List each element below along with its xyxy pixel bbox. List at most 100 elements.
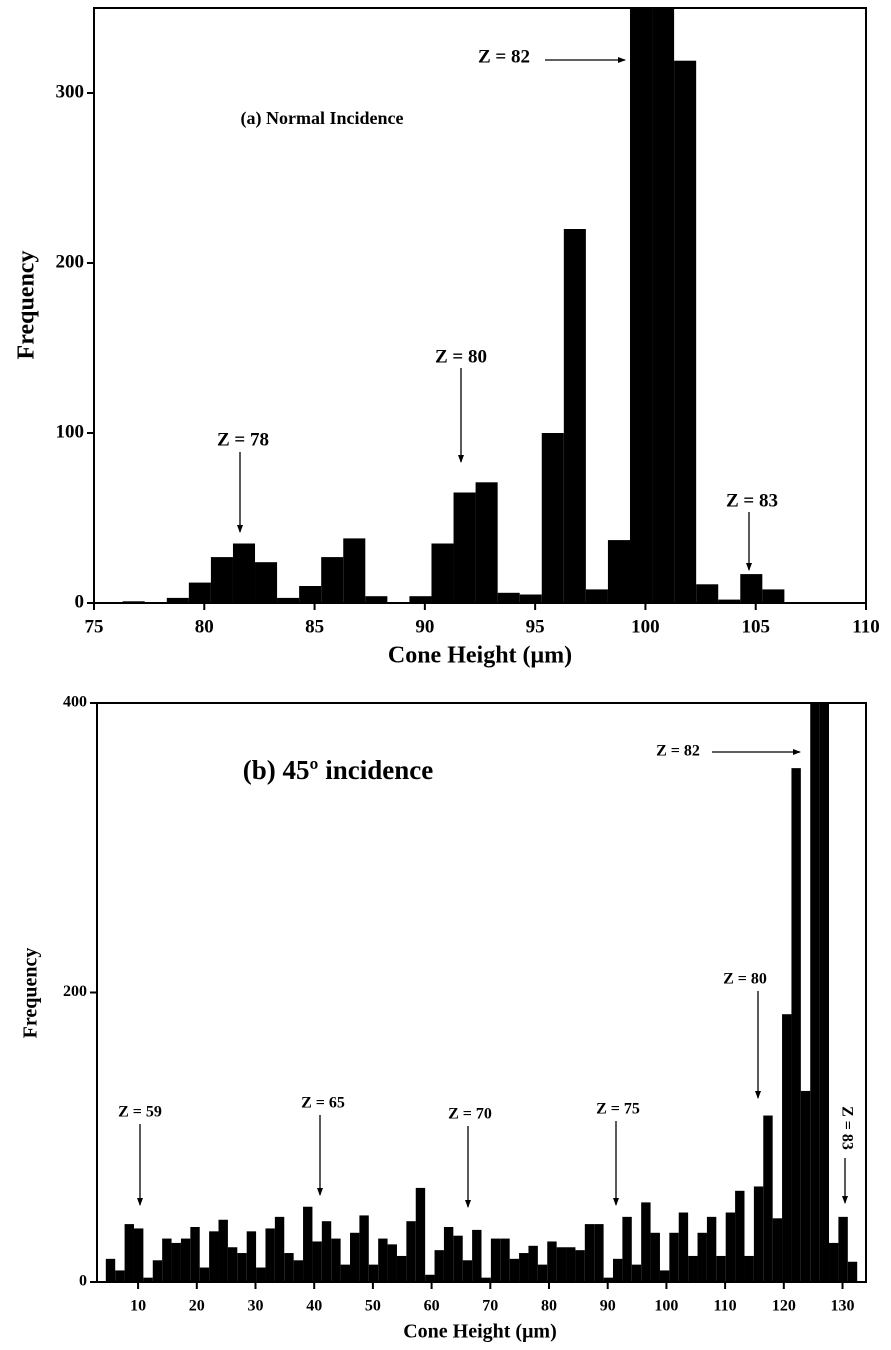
bar — [674, 60, 697, 603]
bar — [343, 538, 366, 603]
bar — [396, 1255, 407, 1282]
bar — [678, 1212, 689, 1282]
bar — [453, 492, 476, 603]
y-tick-label: 100 — [56, 421, 85, 442]
bar — [350, 1232, 360, 1282]
x-tick-label: 100 — [631, 616, 660, 637]
bar — [199, 1267, 210, 1282]
bar — [659, 1270, 670, 1282]
bar — [612, 1258, 623, 1282]
x-tick-label: 10 — [130, 1298, 146, 1315]
bar — [641, 1202, 651, 1282]
bar — [735, 1190, 745, 1282]
bar — [838, 1216, 848, 1282]
bar — [368, 1264, 379, 1282]
bar — [232, 543, 256, 603]
y-tick-label: 400 — [63, 694, 87, 711]
bar — [162, 1238, 172, 1282]
bar — [481, 1277, 491, 1282]
bar — [443, 1226, 454, 1282]
x-tick-label: 30 — [247, 1298, 263, 1315]
bar — [772, 1218, 783, 1282]
bar — [744, 1255, 754, 1282]
bar — [791, 768, 801, 1282]
bar — [415, 1187, 426, 1282]
bar — [631, 1264, 642, 1282]
bar — [321, 557, 344, 603]
bar — [188, 582, 211, 603]
bar — [725, 1212, 736, 1282]
bar — [519, 594, 542, 603]
bar — [312, 1241, 322, 1282]
bar — [697, 1232, 707, 1282]
bar — [475, 482, 498, 603]
bar — [603, 1277, 613, 1282]
bar — [472, 1229, 482, 1282]
plot-frame — [96, 702, 867, 1283]
annotation: Z = 82 — [656, 743, 700, 760]
bar — [359, 1215, 369, 1282]
annotation: Z = 80 — [723, 971, 767, 988]
bar — [716, 1255, 726, 1282]
bar — [115, 1270, 125, 1282]
bar — [500, 1238, 510, 1282]
bar — [575, 1250, 585, 1282]
bar — [143, 1277, 153, 1282]
bar — [753, 1186, 764, 1282]
bar — [237, 1253, 247, 1282]
bar — [277, 597, 300, 603]
annotation: Z = 78 — [217, 429, 269, 450]
bar — [650, 1232, 660, 1282]
x-tick-label: 80 — [541, 1298, 557, 1315]
bar — [365, 596, 388, 603]
annotation: Z = 82 — [478, 46, 530, 67]
bar — [425, 1274, 435, 1282]
bar — [490, 1238, 501, 1282]
bar — [497, 592, 520, 603]
bar — [519, 1253, 529, 1282]
x-tick-label: 60 — [424, 1298, 440, 1315]
bar — [622, 1216, 632, 1282]
bar — [255, 562, 278, 603]
bar — [762, 589, 785, 603]
bar — [387, 1244, 397, 1282]
bar — [607, 540, 630, 603]
y-tick-label: 200 — [56, 251, 85, 272]
bar — [133, 1228, 144, 1282]
annotation: Z = 80 — [435, 346, 487, 367]
bar — [409, 596, 432, 603]
x-tick-label: 130 — [831, 1298, 855, 1315]
x-tick-label: 95 — [526, 616, 545, 637]
bar — [209, 1231, 219, 1282]
x-tick-label: 70 — [482, 1298, 498, 1315]
bar — [284, 1253, 294, 1282]
x-tick-label: 75 — [85, 616, 104, 637]
bar — [594, 1224, 604, 1282]
bar — [299, 586, 322, 603]
bar — [696, 584, 719, 603]
annotation: Z = 75 — [596, 1101, 640, 1118]
x-tick-label: 40 — [306, 1298, 322, 1315]
bar — [431, 543, 454, 603]
bar — [740, 574, 763, 603]
bar — [265, 1228, 275, 1282]
x-tick-label: 120 — [772, 1298, 796, 1315]
bar — [669, 1232, 679, 1282]
y-tick-label: 300 — [56, 81, 85, 102]
y-tick-label: 0 — [75, 591, 85, 612]
panel-title: (a) Normal Incidence — [241, 108, 404, 129]
bar — [434, 1250, 444, 1282]
bar — [541, 433, 564, 603]
bar — [453, 1235, 463, 1282]
plot-area — [122, 8, 785, 603]
annotation: Z = 59 — [118, 1104, 162, 1121]
bar — [528, 1245, 538, 1282]
bar — [829, 1242, 839, 1282]
x-tick-label: 100 — [654, 1298, 678, 1315]
bar — [171, 1242, 181, 1282]
x-tick-label: 105 — [741, 616, 770, 637]
plot-area — [105, 703, 858, 1282]
bar — [340, 1264, 351, 1282]
bar — [274, 1216, 285, 1282]
x-tick-label: 80 — [195, 616, 214, 637]
